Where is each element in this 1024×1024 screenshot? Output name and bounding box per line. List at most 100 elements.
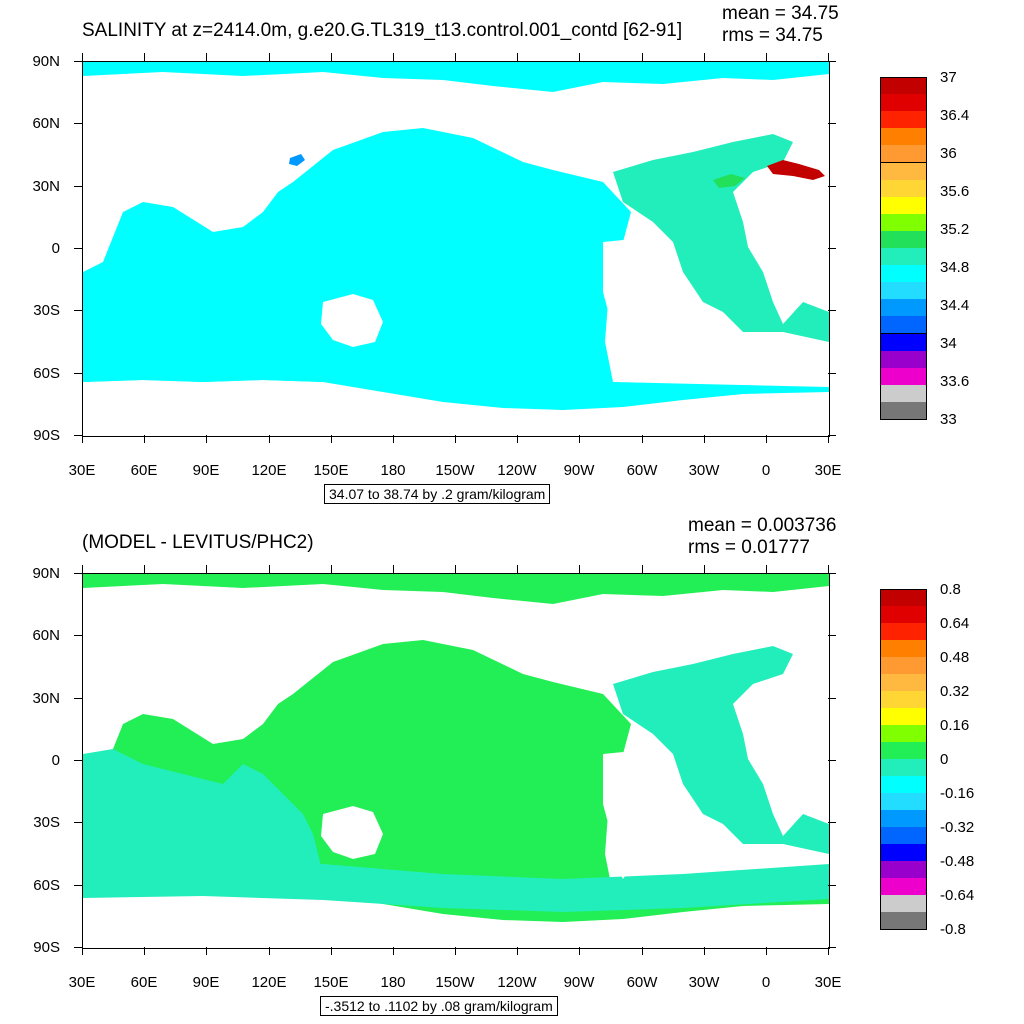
lat-tick (828, 822, 836, 824)
lon-tick (517, 53, 519, 61)
legend-swatch (880, 793, 927, 811)
lon-label: 60W (626, 974, 658, 991)
lon-tick (330, 435, 332, 443)
lon-label: 60E (130, 462, 158, 479)
south-america-landmass (603, 750, 683, 879)
legend-swatch (880, 213, 927, 232)
legend-swatch (880, 350, 927, 369)
legend-swatch (880, 759, 927, 777)
lon-tick (268, 435, 270, 443)
lat-label: 90N (32, 53, 60, 70)
lon-tick (641, 53, 643, 61)
lat-label: 90S (33, 427, 60, 444)
legend-swatch (880, 230, 927, 249)
lat-tick (828, 635, 836, 637)
difference-map (82, 573, 830, 949)
lat-label: 0 (51, 752, 60, 769)
rms-stat: rms = 34.75 (722, 25, 823, 46)
lat-tick (74, 573, 82, 574)
lat-tick (828, 248, 836, 249)
contour-info-box: 34.07 to 38.74 by .2 gram/kilogram (324, 484, 551, 504)
legend-swatch (880, 367, 927, 386)
lon-tick (392, 435, 394, 443)
legend-swatch (880, 827, 927, 845)
lon-tick (82, 947, 83, 955)
panel-title: (MODEL - LEVITUS/PHC2) (82, 532, 314, 553)
lon-label: 30E (68, 462, 96, 479)
legend-swatch (880, 333, 927, 352)
legend-label: -0.8 (940, 921, 966, 938)
lon-label: 150W (435, 462, 475, 479)
lon-label: 90W (563, 462, 595, 479)
lon-label: 30E (814, 462, 842, 479)
lon-tick (455, 565, 456, 573)
lat-tick (74, 372, 82, 374)
legend-swatch (880, 895, 927, 913)
lat-tick (74, 697, 82, 699)
lon-label: 90E (192, 974, 220, 991)
lon-tick (765, 947, 767, 955)
lon-tick (765, 565, 767, 573)
legend-label: 34.8 (940, 259, 970, 276)
lon-label: 90E (192, 462, 220, 479)
lon-tick (579, 435, 581, 443)
salinity-panel: SALINITY at z=2414.0m, g.e20.G.TL319_t13… (32, 3, 970, 504)
lon-tick (641, 435, 643, 443)
lon-tick (455, 53, 456, 61)
lat-label: 60N (32, 115, 60, 132)
legend-swatch (880, 861, 927, 879)
africa-landmass (743, 724, 813, 836)
lon-tick (82, 565, 83, 573)
legend-swatch (880, 912, 927, 930)
legend-swatch (880, 708, 927, 726)
legend-swatch (880, 742, 927, 760)
antarctica (83, 392, 829, 436)
lon-label: 150E (313, 974, 349, 991)
lat-label: 60S (33, 365, 60, 382)
legend-swatch (880, 640, 927, 658)
lon-tick (392, 53, 394, 61)
lon-tick (330, 565, 332, 573)
legend-label: 36 (940, 145, 957, 162)
rms-stat: rms = 0.01777 (688, 537, 810, 558)
lon-tick (144, 565, 146, 573)
lon-tick (455, 435, 456, 443)
lat-label: 90S (33, 939, 60, 956)
lon-label: 120W (497, 974, 537, 991)
lon-tick (144, 947, 146, 955)
lon-tick (641, 565, 643, 573)
lat-tick (74, 635, 82, 637)
legend-label: 0.8 (940, 581, 961, 598)
lon-label: 60E (130, 974, 158, 991)
legend-swatch (880, 878, 927, 896)
contour-info-box: -.3512 to .1102 by .08 gram/kilogram (320, 996, 558, 1016)
legend-swatch (880, 725, 927, 743)
lat-tick (828, 310, 836, 312)
lon-tick (828, 565, 829, 573)
lon-tick (206, 53, 208, 61)
mediterranean-hotspot (767, 160, 825, 180)
legend-swatch (880, 145, 927, 164)
lon-tick (392, 565, 394, 573)
lon-label: 180 (380, 974, 406, 991)
lon-tick (828, 435, 829, 443)
lon-tick (268, 565, 270, 573)
legend-label: 35.6 (940, 183, 970, 200)
lat-label: 60S (33, 877, 60, 894)
lon-tick (579, 53, 581, 61)
lon-tick (82, 53, 83, 61)
lon-label: 120W (497, 462, 537, 479)
legend-swatch (880, 844, 927, 862)
legend-swatch (880, 248, 927, 267)
lon-tick (206, 947, 208, 955)
lon-tick (517, 435, 519, 443)
lat-tick (74, 435, 82, 436)
japan-sea-patch (289, 154, 305, 166)
lat-label: 0 (51, 240, 60, 257)
antarctica (83, 904, 829, 948)
lon-label: 0 (761, 462, 771, 479)
legend-label: 36.4 (940, 107, 970, 124)
lat-tick (828, 61, 836, 62)
lon-tick (703, 947, 705, 955)
lon-tick (517, 947, 519, 955)
